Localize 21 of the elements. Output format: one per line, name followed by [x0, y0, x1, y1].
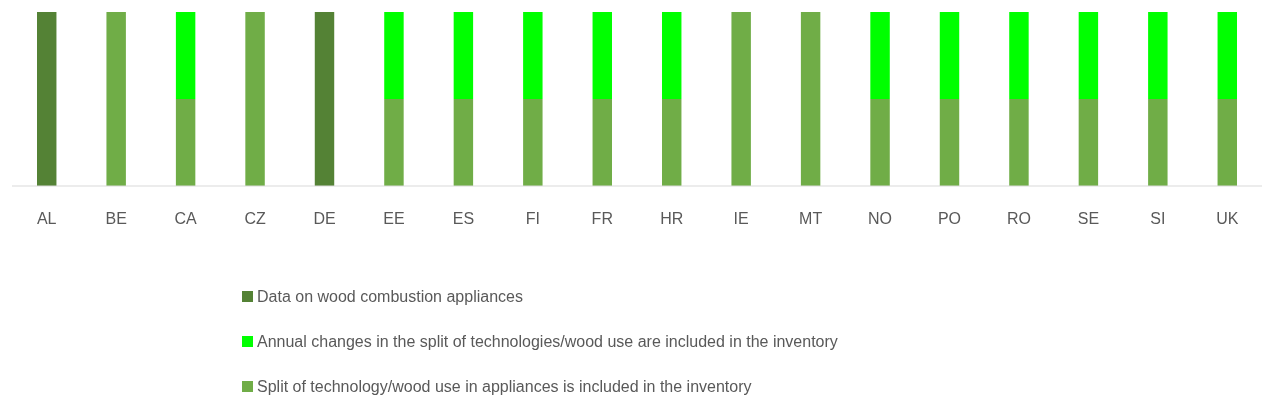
legend-label: Split of technology/wood use in appliances is included in the inventory [257, 378, 752, 395]
x-tick-label: FI [525, 210, 540, 227]
x-tick-label: CZ [244, 210, 266, 227]
x-tick-label: CA [174, 210, 198, 227]
x-tick-label: SE [1077, 210, 1100, 227]
x-tick-label: EE [383, 210, 405, 227]
x-tick-label: IE [733, 210, 749, 227]
x-tick-label: AL [36, 210, 57, 227]
x-tick-label: MT [799, 210, 823, 227]
legend-label: Annual changes in the split of technologies/wood use are included in the inventory [257, 333, 838, 350]
x-tick-label: SI [1150, 210, 1166, 227]
legend-label: Data on wood combustion appliances [257, 288, 523, 305]
x-tick-label: BE [105, 210, 127, 227]
x-tick-label: ES [452, 210, 475, 227]
x-tick-label: NO [868, 210, 893, 227]
x-tick-label: HR [660, 210, 684, 227]
x-tick-label: RO [1006, 210, 1031, 227]
x-tick-label: UK [1216, 210, 1239, 227]
x-tick-label: DE [313, 210, 336, 227]
x-tick-label: PO [937, 210, 962, 227]
x-tick-label: FR [591, 210, 613, 227]
